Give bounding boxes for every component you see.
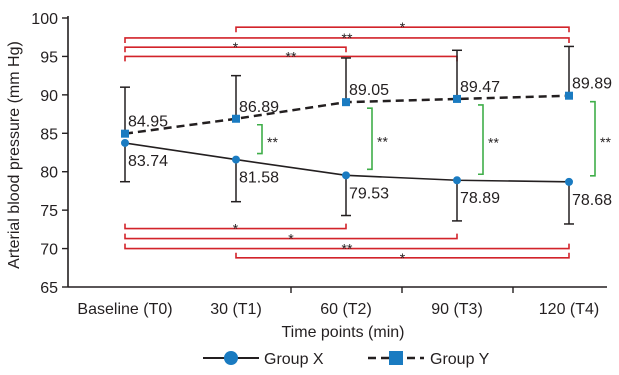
chart-legend: Group X Group Y xyxy=(203,351,490,368)
x-tick-label: 90 (T3) xyxy=(431,301,483,318)
x-tick-label: 60 (T2) xyxy=(320,301,372,318)
y-tick-label: 100 xyxy=(31,11,58,28)
value-label-group-x: 83.74 xyxy=(128,153,168,170)
series-markers xyxy=(121,91,573,186)
legend-item-group-x: Group X xyxy=(203,351,324,368)
x-tick-label: 30 (T1) xyxy=(210,301,262,318)
y-tick-label: 90 xyxy=(40,88,58,105)
x-axis-title: Time points (min) xyxy=(282,324,405,341)
data-point-group-x xyxy=(565,177,573,186)
significance-label-group-y: ** xyxy=(342,30,353,46)
y-tick-label: 85 xyxy=(40,126,58,143)
significance-bracket-group-x xyxy=(235,252,570,259)
x-tick-label: 120 (T4) xyxy=(539,301,599,318)
value-label-group-x: 81.58 xyxy=(239,170,279,187)
between-group-label: ** xyxy=(267,134,278,150)
significance-bracket-group-x xyxy=(124,243,570,250)
data-point-group-y xyxy=(342,98,350,107)
significance-label-group-x: ** xyxy=(342,241,353,257)
data-point-group-y xyxy=(453,94,461,103)
value-label-group-y: 89.05 xyxy=(349,82,389,99)
between-group-label: ** xyxy=(488,135,499,151)
significance-bracket-group-y xyxy=(124,46,347,53)
y-axis-title: Arterial blood pressure (mm Hg) xyxy=(6,41,23,269)
legend-label-group-x: Group X xyxy=(264,351,324,368)
significance-bracket-group-y xyxy=(235,26,570,33)
value-label-group-y: 89.47 xyxy=(460,79,500,96)
chart-axes: 65 70 75 80 85 90 95 100 Baseline (T0) 30 (T1) 60 … xyxy=(31,11,607,318)
value-label-group-y: 84.95 xyxy=(128,114,168,131)
legend-marker-group-y xyxy=(389,351,403,365)
significance-label-group-y: * xyxy=(233,39,239,55)
error-bars xyxy=(120,45,574,225)
legend-item-group-y: Group Y xyxy=(368,351,490,368)
significance-bracket-group-x xyxy=(124,223,347,230)
significance-label-group-x: * xyxy=(400,250,406,266)
data-point-group-x xyxy=(232,155,240,164)
y-tick-label: 70 xyxy=(40,242,58,259)
y-tick-label: 95 xyxy=(40,49,58,66)
between-group-label: ** xyxy=(600,134,611,150)
between-group-bracket xyxy=(257,123,263,155)
y-tick-label: 75 xyxy=(40,203,58,220)
legend-label-group-y: Group Y xyxy=(430,351,490,368)
y-tick-label: 80 xyxy=(40,165,58,182)
series-lines xyxy=(124,94,570,183)
between-group-label: ** xyxy=(377,134,388,150)
y-tick-label: 65 xyxy=(40,280,58,297)
value-label-group-y: 86.89 xyxy=(239,99,279,116)
data-point-group-x xyxy=(453,176,461,185)
significance-bracket-group-y xyxy=(124,37,570,43)
between-group-bracket xyxy=(367,107,373,171)
significance-brackets: ************* ** ** ** xyxy=(124,19,611,266)
data-point-group-x xyxy=(121,138,129,147)
significance-label-group-y: ** xyxy=(286,48,297,64)
value-label-group-x: 79.53 xyxy=(349,185,389,202)
value-label-group-y: 89.89 xyxy=(572,76,612,93)
legend-marker-group-x xyxy=(224,351,238,365)
x-tick-label: Baseline (T0) xyxy=(77,301,172,318)
between-group-bracket xyxy=(590,100,596,177)
between-group-bracket xyxy=(478,104,484,176)
significance-label-group-x: * xyxy=(288,231,294,247)
significance-bracket-group-x xyxy=(124,233,458,240)
data-point-group-y xyxy=(565,91,573,100)
value-labels: 83.74 81.58 79.53 78.89 78.68 84.95 86.89 89.05… xyxy=(128,76,612,209)
significance-label-group-y: * xyxy=(400,19,406,35)
value-label-group-x: 78.68 xyxy=(572,192,612,209)
significance-label-group-x: * xyxy=(233,221,239,237)
data-point-group-y xyxy=(121,129,129,138)
data-point-group-y xyxy=(232,114,240,123)
data-point-group-x xyxy=(342,171,350,180)
value-label-group-x: 78.89 xyxy=(460,190,500,207)
